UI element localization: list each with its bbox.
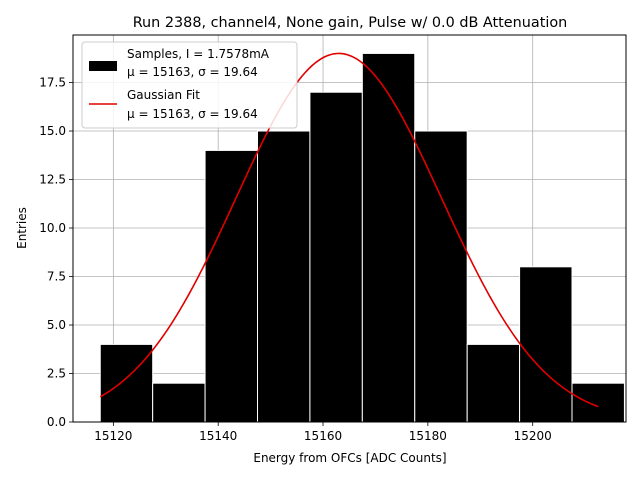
histogram-bar-2	[204, 149, 259, 423]
legend-fit-stats: μ = 15163, σ = 19.64	[127, 107, 258, 121]
histogram-bar-9	[571, 382, 625, 423]
x-axis-label: Energy from OFCs [ADC Counts]	[253, 451, 446, 465]
x-tick-label-0: 15120	[94, 429, 132, 443]
legend-samples-swatch	[89, 61, 117, 71]
gaussian-fit	[99, 52, 599, 408]
chart-title: Run 2388, channel4, None gain, Pulse w/ …	[133, 15, 568, 31]
y-tick-label-2: 5.0	[47, 318, 66, 332]
y-tick-label-7: 17.5	[39, 76, 66, 90]
legend-box	[81, 41, 298, 129]
legend: Samples, I = 1.7578mA μ = 15163, σ = 19.…	[81, 41, 298, 129]
plot-frame	[72, 34, 627, 423]
y-tick-label-4: 10.0	[39, 221, 66, 235]
legend-samples-label: Samples, I = 1.7578mA	[127, 47, 270, 61]
y-axis-ticks: 0.0 2.5 5.0 7.5 10.0 12.5 15.0 17.5	[39, 76, 73, 429]
legend-fit-label: Gaussian Fit	[127, 88, 200, 102]
x-axis-ticks: 15120 15140 15160 15180 15200	[94, 422, 552, 443]
y-tick-label-5: 12.5	[39, 173, 66, 187]
histogram-bars	[99, 52, 625, 423]
y-tick-label-1: 2.5	[47, 367, 66, 381]
histogram-bar-7	[466, 343, 521, 423]
histogram-bar-0	[99, 343, 154, 423]
y-tick-label-3: 7.5	[47, 270, 66, 284]
x-tick-label-3: 15180	[409, 429, 447, 443]
histogram-bar-8	[519, 266, 573, 423]
x-tick-label-2: 15160	[304, 429, 342, 443]
histogram-bar-5	[361, 52, 416, 423]
histogram-bar-1	[152, 382, 206, 423]
legend-samples-stats: μ = 15163, σ = 19.64	[127, 65, 258, 79]
x-tick-label-1: 15140	[199, 429, 237, 443]
gaussian-fit-line	[99, 52, 599, 408]
x-tick-label-4: 15200	[514, 429, 552, 443]
y-tick-label-0: 0.0	[47, 415, 66, 429]
y-axis-label: Entries	[15, 207, 29, 249]
y-tick-label-6: 15.0	[39, 124, 66, 138]
histogram-bar-6	[414, 130, 468, 423]
histogram-bar-3	[257, 130, 311, 423]
histogram-bar-4	[309, 91, 363, 423]
